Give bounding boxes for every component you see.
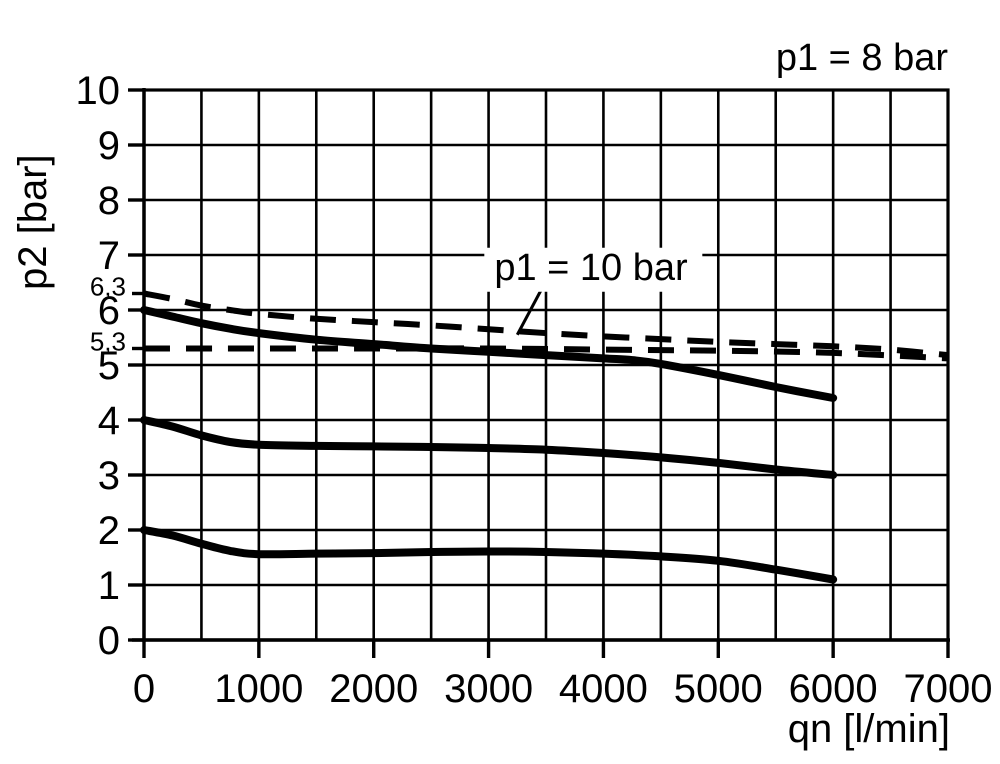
curve-annotation-label: p1 = 10 bar [494,247,688,289]
y-tick-labels: 0 1 2 3 4 5 6 7 8 9 10 [76,69,121,663]
y-tick-label: 5 [98,344,120,388]
y-tick-label: 10 [76,69,121,113]
grid-horizontal-lines [144,88,948,642]
annotation-leader-line [515,287,544,336]
x-tick-label: 6000 [789,667,878,711]
y-tick-label: 7 [98,234,120,278]
y-tick-label: 3 [98,454,120,498]
x-tick-label: 2000 [329,667,418,711]
y-axis-title: p2 [bar] [11,154,55,290]
y-tick-label: 1 [98,564,120,608]
x-tick-label: 0 [133,667,155,711]
x-axis [132,638,950,658]
data-curve [140,526,838,584]
x-axis-title: qn [l/min] [788,707,950,751]
y-tick-label: 8 [98,179,120,223]
chart-title: p1 = 8 bar [776,37,949,79]
data-series-group [140,290,949,584]
y-tick-label: 9 [98,124,120,168]
y-tick-label: 6 [98,289,120,333]
x-tick-label: 3000 [444,667,533,711]
data-curve [143,345,949,362]
y-special-tick-label: 6,3 [90,272,126,302]
x-tick-label: 4000 [559,667,648,711]
x-tick-labels: 0 1000 2000 3000 4000 5000 6000 7000 [133,667,993,711]
x-tick-label: 5000 [674,667,763,711]
data-curve [140,416,838,479]
y-tick-label: 2 [98,509,120,553]
y-special-tick-labels: 6,3 5,3 [90,272,126,357]
annotation-label-backdrop [484,247,703,292]
data-curve [140,306,838,402]
x-tick-label: 1000 [214,667,303,711]
data-curve [143,290,949,359]
y-tick-label: 4 [98,399,120,443]
y-special-tick-label: 5,3 [90,327,126,357]
annotations-group: p1 = 10 bar [484,247,703,336]
y-tick-label: 0 [98,619,120,663]
x-tick-label: 7000 [904,667,993,711]
